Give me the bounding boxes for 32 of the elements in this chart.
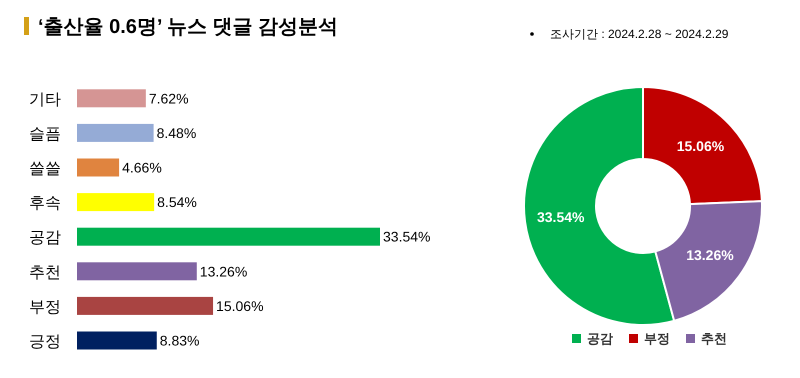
data-label: 8.54%: [157, 194, 197, 210]
data-label: 8.48%: [156, 124, 196, 141]
legend-label: 부정: [644, 331, 670, 346]
data-label: 13.26%: [200, 263, 248, 280]
bar: [77, 193, 154, 212]
y-tick-label: 공감: [29, 230, 61, 247]
data-label: 7.62%: [148, 90, 189, 106]
y-tick-label: 긍정: [29, 334, 61, 350]
data-label: 15.06%: [676, 138, 725, 154]
data-label: 8.83%: [160, 332, 200, 348]
data-label: 4.66%: [122, 160, 162, 176]
bar: [77, 158, 120, 176]
legend-label: 추천: [701, 331, 727, 346]
y-tick-label: 부정: [29, 298, 61, 316]
y-tick-label: 추천: [29, 264, 61, 282]
data-label: 13.26%: [686, 247, 734, 264]
bar: [77, 228, 380, 246]
bar: [77, 296, 214, 315]
bar: [77, 262, 197, 280]
data-label: 15.06%: [216, 298, 264, 314]
text: 조사기간 : 2024.2.28 ~ 2024.2.29: [550, 27, 729, 41]
y-tick-label: 슬픔: [29, 126, 61, 143]
data-label: 33.54%: [383, 228, 430, 245]
bar: [77, 332, 157, 350]
y-tick-label: 후속: [29, 195, 61, 212]
data-label: 33.54%: [536, 208, 586, 225]
y-tick-label: 쓸쓸: [29, 160, 61, 178]
y-tick-label: 기타: [29, 91, 61, 108]
chart-title: ‘출산율 0.6명’ 뉴스 댓글 감성분석: [38, 16, 338, 38]
bar: [77, 124, 154, 142]
bar: [77, 89, 146, 108]
legend-label: 공감: [587, 331, 613, 346]
